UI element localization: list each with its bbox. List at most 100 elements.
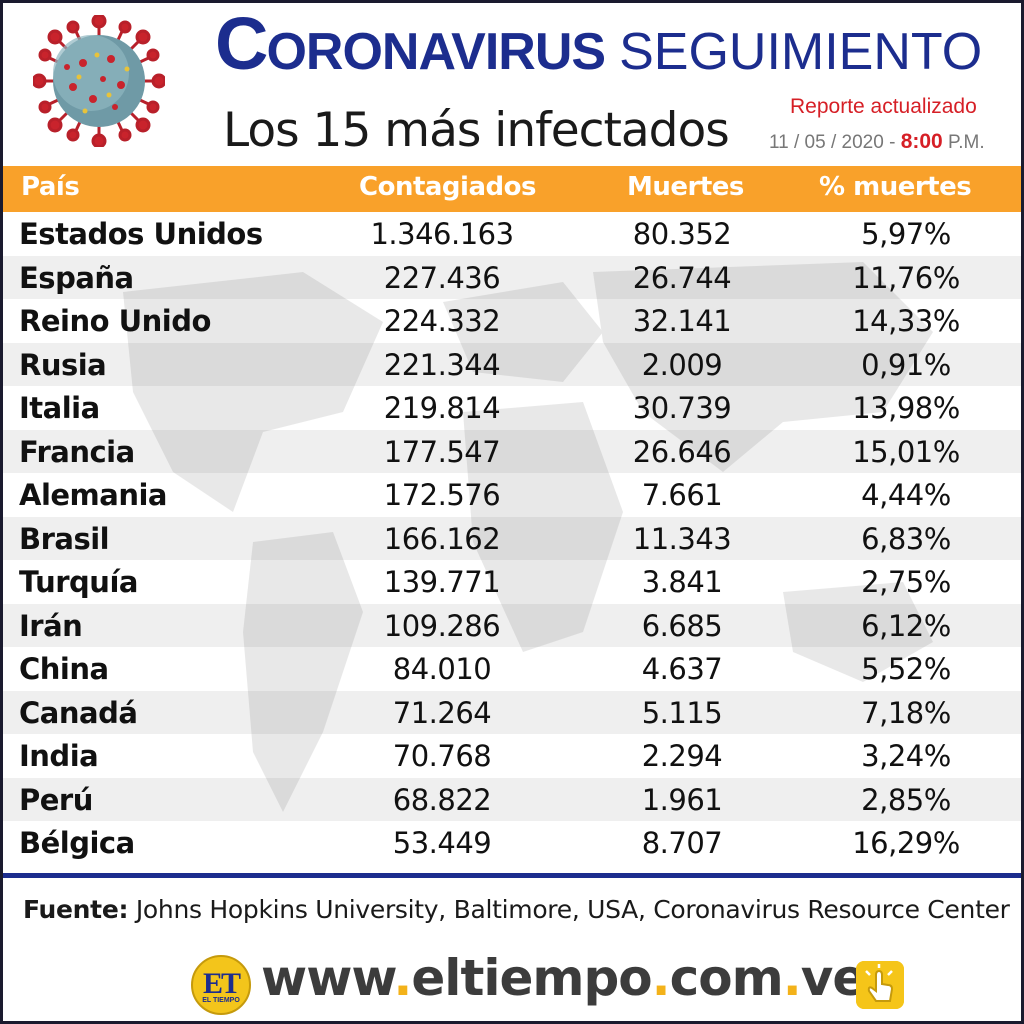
url-part: com (669, 949, 784, 1007)
infected-cell: 71.264 (392, 695, 492, 730)
deaths-cell: 4.637 (641, 652, 723, 686)
death-rate-cell: 5,97% (861, 217, 951, 251)
table-row: India 70.768 2.294 3,24% (3, 734, 1021, 778)
table-row: Brasil 166.162 11.343 6,83% (3, 516, 1021, 560)
deaths-cell: 11.343 (632, 521, 732, 556)
death-rate-cell: 2,85% (861, 782, 951, 817)
death-rate-cell: 7,18% (861, 695, 951, 730)
country-cell: Bélgica (19, 826, 135, 860)
source-text: Johns Hopkins University, Baltimore, USA… (135, 895, 1010, 924)
header-infected: Contagiados (359, 172, 536, 202)
infected-cell: 177.547 (383, 434, 501, 469)
death-rate-cell: 5,52% (861, 652, 951, 686)
deaths-cell: 1.961 (641, 782, 723, 817)
coronavirus-icon (33, 15, 165, 147)
el-tiempo-logo[interactable]: ET EL TIEMPO (191, 955, 251, 1015)
infected-cell: 166.162 (383, 521, 501, 556)
infected-cell: 84.010 (392, 652, 492, 686)
deaths-cell: 80.352 (632, 217, 732, 251)
country-cell: Canadá (19, 695, 138, 730)
death-rate-cell: 4,44% (861, 478, 951, 512)
deaths-cell: 26.744 (632, 260, 732, 295)
url-dot: . (393, 949, 412, 1007)
death-rate-cell: 3,24% (861, 739, 951, 773)
deaths-cell: 2.294 (641, 739, 723, 773)
country-cell: Italia (19, 391, 100, 425)
country-cell: Brasil (19, 521, 110, 556)
header-deaths: Muertes (627, 172, 744, 202)
table-row: Rusia 221.344 2.009 0,91% (3, 342, 1021, 386)
table-row: Francia 177.547 26.646 15,01% (3, 429, 1021, 473)
death-rate-cell: 0,91% (861, 347, 951, 382)
click-hand-icon[interactable] (856, 961, 904, 1009)
title-initial: C (215, 2, 268, 85)
table-row: España 227.436 26.744 11,76% (3, 255, 1021, 299)
url-part: ve (800, 949, 867, 1007)
table-header: País Contagiados Muertes % muertes (3, 166, 1021, 212)
report-hour: 8:00 (900, 130, 943, 153)
table-row: Irán 109.286 6.685 6,12% (3, 603, 1021, 647)
url-dot: . (651, 949, 671, 1007)
world-map-icon (123, 262, 933, 812)
country-cell: Perú (19, 782, 93, 817)
header: CORONAVIRUS SEGUIMIENTO Los 15 más infect… (3, 3, 1021, 163)
country-cell: Alemania (19, 478, 168, 512)
infected-cell: 109.286 (383, 608, 501, 643)
source-note: Fuente: Johns Hopkins University, Baltim… (23, 895, 1010, 924)
table-row: China 84.010 4.637 5,52% (3, 647, 1021, 691)
death-rate-cell: 6,83% (861, 521, 951, 556)
table-row: Reino Unido 224.332 32.141 14,33% (3, 299, 1021, 343)
deaths-cell: 5.115 (641, 695, 723, 730)
title-bold: ORONAVIRUS (266, 23, 606, 81)
country-cell: Estados Unidos (19, 217, 263, 251)
table-row: Turquía 139.771 3.841 2,75% (3, 560, 1021, 604)
divider (3, 873, 1021, 878)
country-cell: Irán (19, 608, 83, 643)
death-rate-cell: 15,01% (852, 434, 960, 469)
infected-cell: 139.771 (383, 565, 501, 599)
country-cell: Rusia (19, 347, 107, 382)
deaths-cell: 2.009 (641, 347, 723, 382)
title-light: SEGUIMIENTO (619, 23, 983, 81)
logo-small-text: EL TIEMPO (202, 997, 240, 1004)
deaths-cell: 26.646 (632, 434, 732, 469)
infected-cell: 219.814 (383, 391, 501, 425)
country-cell: China (19, 652, 109, 686)
report-ampm: P.M. (948, 132, 985, 153)
url-part: www (261, 949, 394, 1007)
logo-text: ET (202, 967, 241, 1000)
infected-cell: 227.436 (383, 260, 501, 295)
deaths-cell: 8.707 (641, 826, 723, 860)
infected-cell: 68.822 (392, 782, 492, 817)
country-cell: España (19, 260, 134, 295)
infected-cell: 172.576 (383, 478, 501, 512)
country-cell: Turquía (19, 565, 138, 599)
death-rate-cell: 13,98% (852, 391, 960, 425)
url-part: eltiempo (411, 949, 652, 1007)
deaths-cell: 7.661 (641, 478, 723, 512)
table-row: Canadá 71.264 5.115 7,18% (3, 690, 1021, 734)
table-row: Estados Unidos 1.346.163 80.352 5,97% (3, 212, 1021, 256)
infected-cell: 221.344 (383, 347, 501, 382)
url-dot: . (782, 949, 802, 1007)
table-body: Estados Unidos 1.346.163 80.352 5,97% España… (3, 212, 1021, 864)
report-date: 11 / 05 / 2020 - 8:00 P.M. (769, 130, 985, 154)
deaths-cell: 30.739 (632, 391, 732, 425)
country-cell: Reino Unido (19, 304, 211, 338)
death-rate-cell: 14,33% (852, 304, 960, 338)
deaths-cell: 32.141 (632, 304, 732, 338)
death-rate-cell: 6,12% (861, 608, 951, 643)
death-rate-cell: 2,75% (861, 565, 951, 599)
death-rate-cell: 11,76% (852, 260, 960, 295)
report-label: Reporte actualizado (790, 95, 977, 118)
website-link[interactable]: www.eltiempo.com.ve (261, 949, 867, 1007)
infected-cell: 1.346.163 (370, 217, 514, 251)
death-rate-cell: 16,29% (852, 826, 960, 860)
infected-cell: 224.332 (383, 304, 501, 338)
country-cell: Francia (19, 434, 135, 469)
report-date-text: 11 / 05 / 2020 - (769, 132, 896, 153)
page-subtitle: Los 15 más infectados (223, 103, 730, 158)
deaths-cell: 6.685 (641, 608, 723, 643)
source-label: Fuente: (23, 895, 129, 924)
